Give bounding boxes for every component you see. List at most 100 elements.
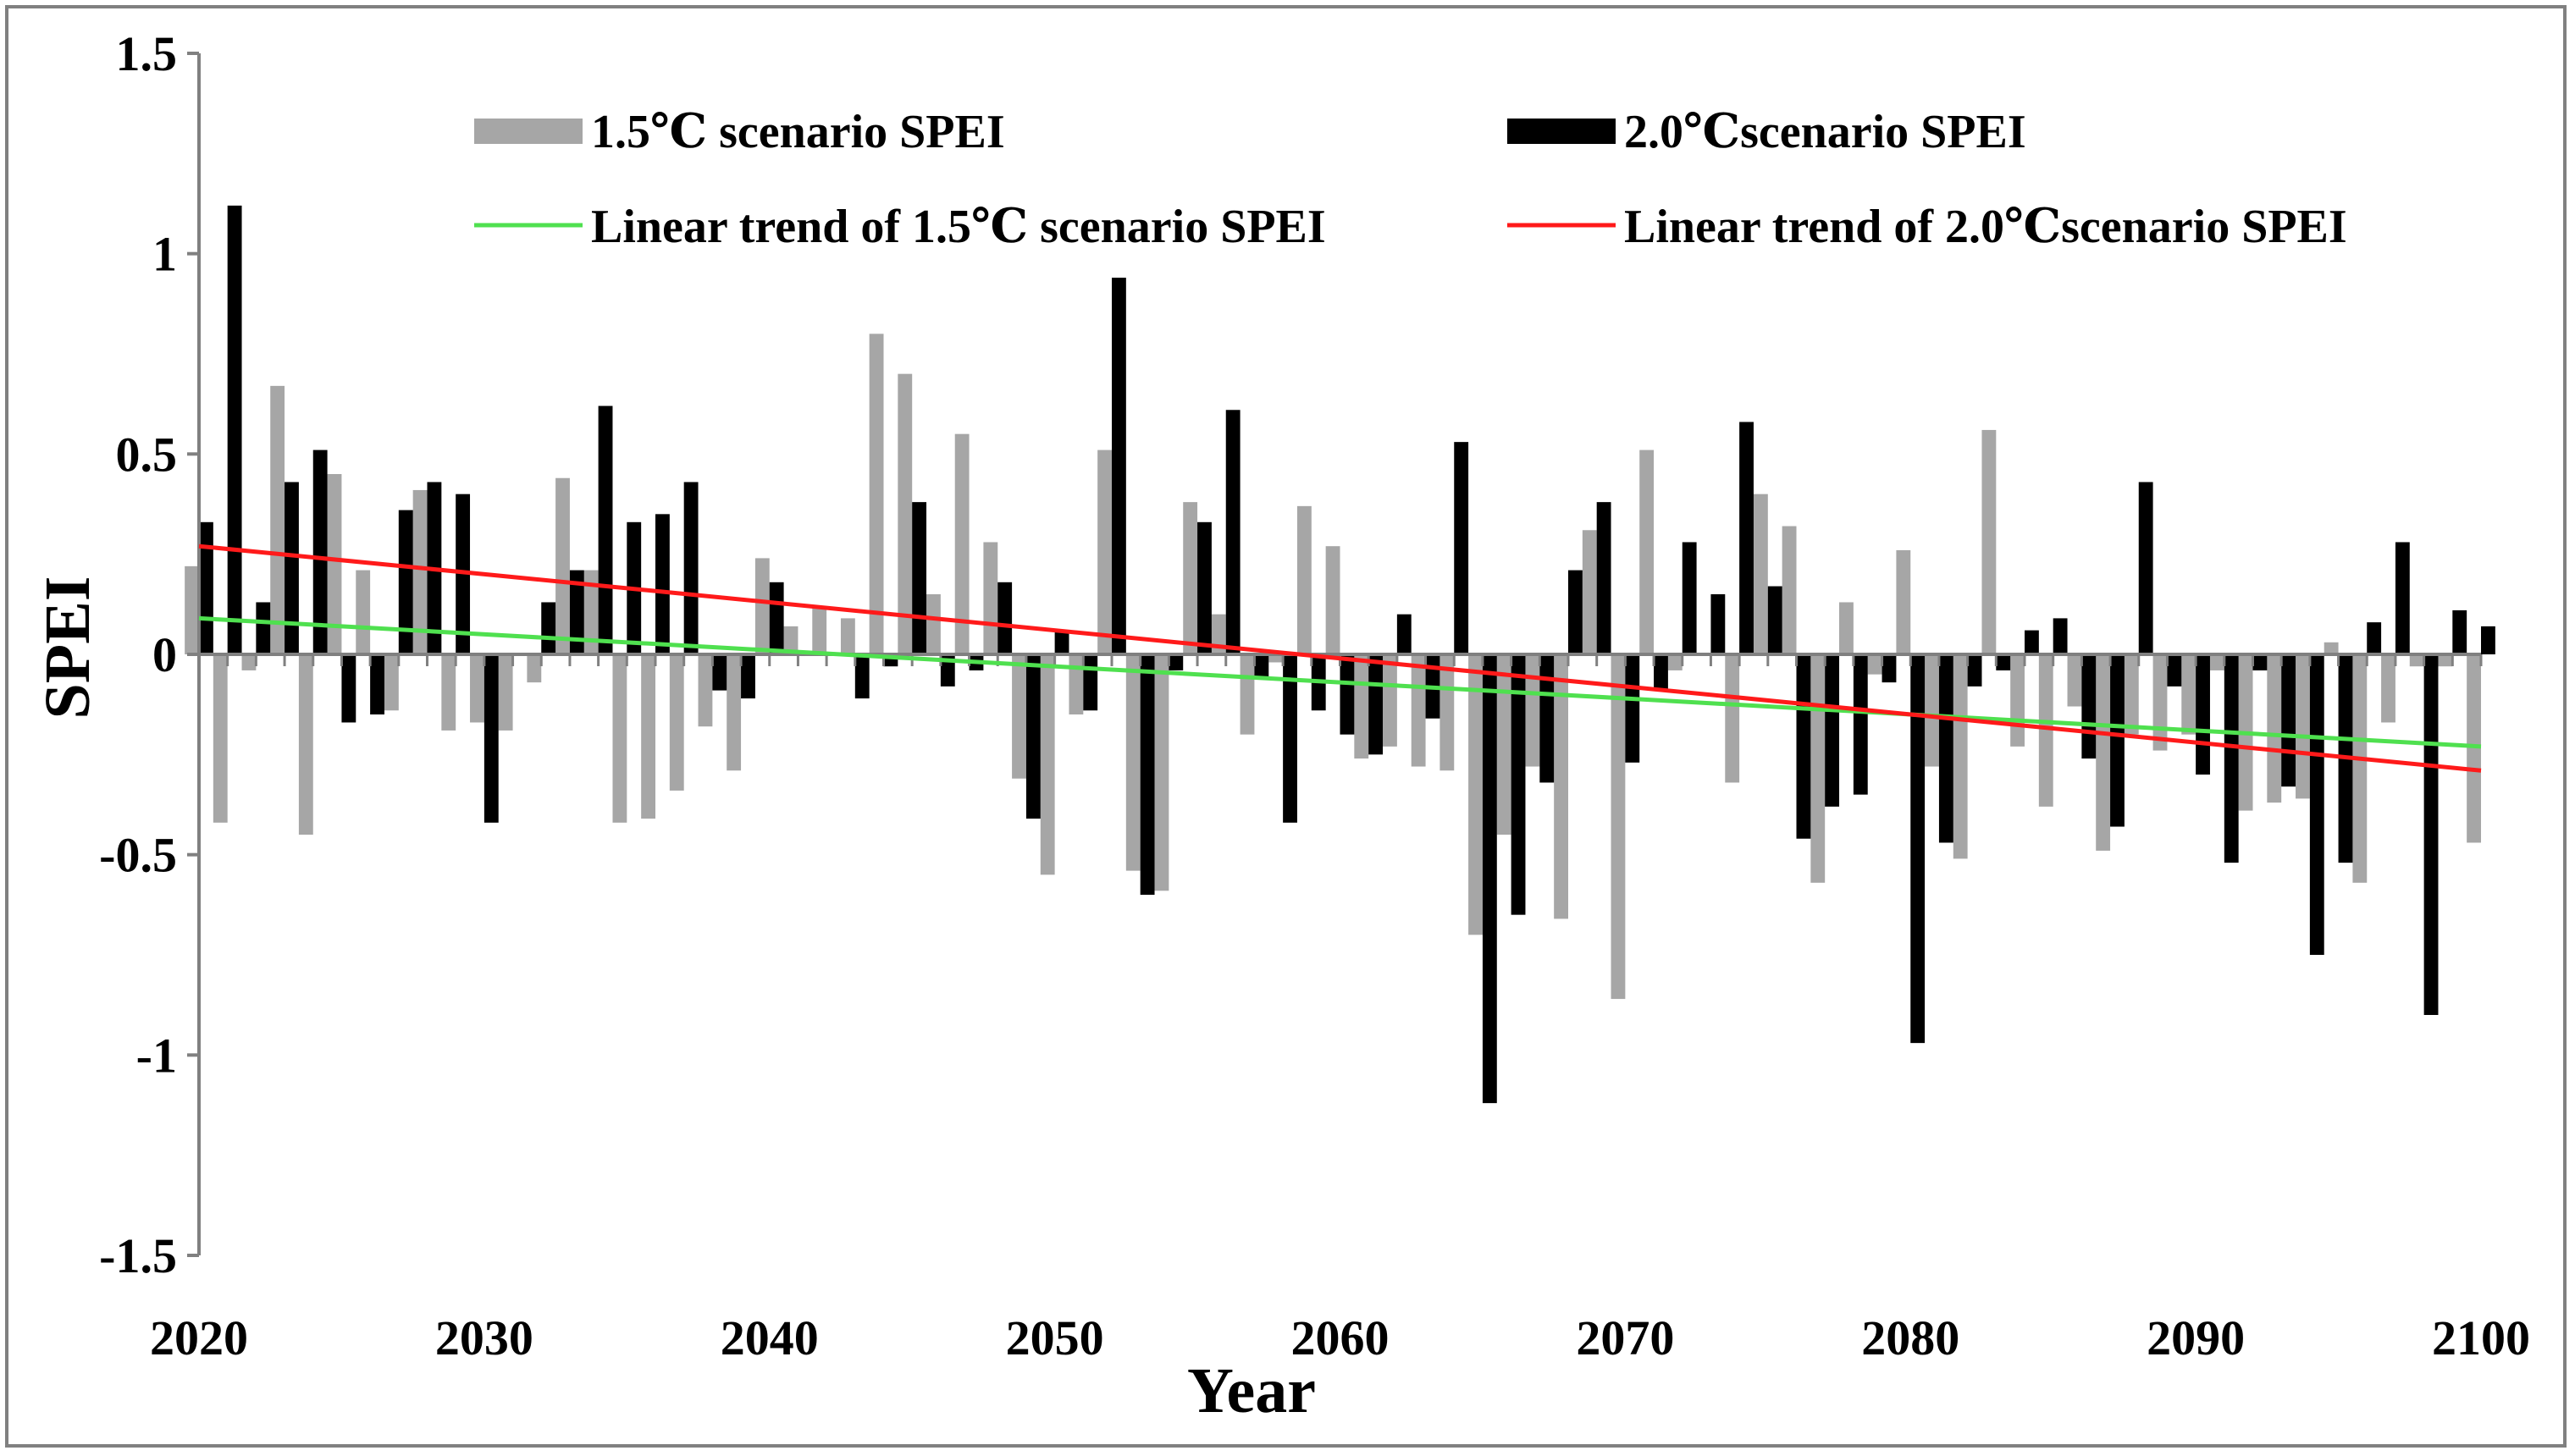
y-tick-label: 1 <box>152 227 177 282</box>
y-axis-title: SPEI <box>32 576 103 720</box>
bar-1-5c-2031 <box>498 654 513 731</box>
bar-2-0c-2034 <box>598 405 613 654</box>
bar-1-5c-2091 <box>2209 654 2224 670</box>
bar-1-5c-2045 <box>898 373 913 654</box>
bar-1-5c-2041 <box>783 626 798 654</box>
bar-1-5c-2064 <box>1439 654 1455 771</box>
bar-1-5c-2076 <box>1782 526 1797 654</box>
bar-2-0c-2020 <box>199 521 213 654</box>
bar-1-5c-2033 <box>555 477 570 654</box>
bar-1-5c-2053 <box>1125 654 1141 871</box>
bar-2-0c-2023 <box>285 482 299 654</box>
bar-1-5c-2094 <box>2296 654 2310 799</box>
bar-2-0c-2072 <box>1682 542 1697 654</box>
bar-2-0c-2065 <box>1482 654 1497 1104</box>
bar-1-5c-2025 <box>327 474 342 654</box>
y-tick-label: -1.5 <box>99 1228 177 1283</box>
bar-1-5c-2071 <box>1639 449 1655 654</box>
bar-1-5c-2080 <box>1896 549 1911 654</box>
bar-2-0c-2074 <box>1739 422 1754 654</box>
bar-1-5c-2023 <box>270 385 285 654</box>
bar-2-0c-2082 <box>1967 654 1982 687</box>
bar-2-0c-2039 <box>741 654 755 699</box>
bar-2-0c-2066 <box>1511 654 1526 915</box>
bar-2-0c-2057 <box>1254 654 1269 679</box>
bar-1-5c-2084 <box>2010 654 2025 747</box>
bar-1-5c-2083 <box>1981 429 1997 654</box>
legend-swatch-1-5c <box>474 119 583 144</box>
x-tick-label: 2090 <box>2147 1310 2245 1365</box>
bar-2-0c-2073 <box>1710 594 1726 654</box>
bar-1-5c-2040 <box>754 558 770 654</box>
bar-2-0c-2025 <box>341 654 356 723</box>
bar-1-5c-2060 <box>1325 546 1340 654</box>
bar-1-5c-2098 <box>2409 654 2424 667</box>
bar-1-5c-2067 <box>1525 654 1540 767</box>
y-tick-label: 0 <box>152 627 177 682</box>
bar-2-0c-2089 <box>2167 654 2182 687</box>
x-tick-label: 2070 <box>1576 1310 1674 1365</box>
bar-2-0c-2078 <box>1853 654 1868 795</box>
bar-2-0c-2093 <box>2281 654 2296 787</box>
legend-swatch-2-0c <box>1507 119 1616 144</box>
bar-2-0c-2050 <box>1054 630 1069 654</box>
bar-2-0c-2081 <box>1938 654 1953 843</box>
bar-1-5c-2069 <box>1582 530 1597 654</box>
bar-2-0c-2027 <box>398 510 413 654</box>
bar-1-5c-2089 <box>2152 654 2168 751</box>
bar-1-5c-2028 <box>412 489 428 654</box>
bar-1-5c-2020 <box>185 565 199 654</box>
bar-2-0c-2100 <box>2481 626 2495 654</box>
bar-1-5c-2051 <box>1069 654 1084 714</box>
bars-2-0c <box>199 205 2495 1104</box>
bar-2-0c-2049 <box>1025 654 1041 819</box>
bar-1-5c-2050 <box>1040 654 1055 875</box>
bar-1-5c-2038 <box>698 654 713 727</box>
y-tick-label: -0.5 <box>99 828 177 883</box>
bar-2-0c-2064 <box>1454 442 1469 654</box>
bar-1-5c-2044 <box>869 334 884 654</box>
bar-1-5c-2097 <box>2381 654 2395 723</box>
bar-1-5c-2063 <box>1411 654 1426 767</box>
bar-2-0c-2077 <box>1825 654 1840 807</box>
bar-2-0c-2071 <box>1654 654 1668 691</box>
x-tick-label: 2100 <box>2432 1310 2530 1365</box>
bar-2-0c-2026 <box>370 654 384 714</box>
trend-lines <box>198 543 2482 773</box>
bar-2-0c-2076 <box>1796 654 1811 839</box>
bar-2-0c-2069 <box>1596 502 1611 654</box>
legend-label-trend-1-5c: Linear trend of 1.5℃ scenario SPEI <box>591 201 1326 253</box>
bar-1-5c-2065 <box>1468 654 1483 935</box>
bar-1-5c-2075 <box>1753 494 1768 654</box>
bar-2-0c-2097 <box>2395 542 2410 654</box>
bar-2-0c-2068 <box>1568 570 1583 654</box>
bar-2-0c-2075 <box>1767 586 1782 654</box>
bar-2-0c-2030 <box>484 654 499 823</box>
bar-1-5c-2043 <box>840 618 855 654</box>
bar-2-0c-2092 <box>2252 654 2268 670</box>
legend-label-trend-2-0c: Linear trend of 2.0℃scenario SPEI <box>1624 201 2347 253</box>
bar-2-0c-2079 <box>1882 654 1897 683</box>
bar-2-0c-2085 <box>2053 618 2068 654</box>
bar-2-0c-2036 <box>655 514 670 654</box>
legend-label-1-5c: 1.5℃ scenario SPEI <box>591 106 1005 158</box>
x-tick-label: 2080 <box>1861 1310 1959 1365</box>
bar-1-5c-2027 <box>384 654 399 711</box>
bar-2-0c-2084 <box>2025 630 2039 654</box>
x-tick-label: 2060 <box>1291 1310 1390 1365</box>
bar-1-5c-2068 <box>1554 654 1568 919</box>
bars-1-5c <box>185 334 2481 1000</box>
bar-1-5c-2048 <box>983 542 998 654</box>
bar-1-5c-2077 <box>1810 654 1826 883</box>
bar-1-5c-2090 <box>2181 654 2196 735</box>
bar-2-0c-2056 <box>1225 410 1241 654</box>
bar-1-5c-2100 <box>2467 654 2481 843</box>
bar-1-5c-2049 <box>1012 654 1026 779</box>
bar-1-5c-2054 <box>1154 654 1169 891</box>
x-ticks: 2020 2030 2040 2050 2060 2070 2080 2090 2100 <box>150 654 2530 1365</box>
bar-1-5c-2082 <box>1953 654 1968 859</box>
bar-2-0c-2096 <box>2367 622 2382 654</box>
x-tick-label: 2030 <box>435 1310 533 1365</box>
bar-2-0c-2090 <box>2196 654 2210 775</box>
